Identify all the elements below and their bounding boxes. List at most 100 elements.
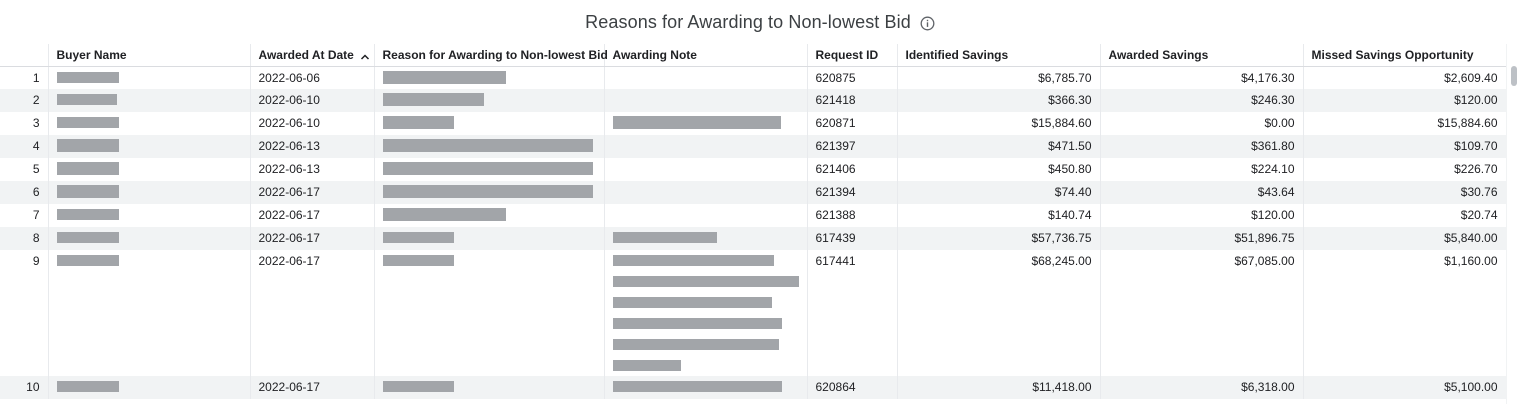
redacted-block (382, 162, 593, 175)
awarded-date-cell: 2022-06-17 (250, 227, 375, 250)
buyer-name-cell (48, 227, 251, 250)
awarded-date-cell: 2022-06-17 (250, 181, 375, 204)
redacted-block (382, 381, 454, 392)
redacted-block (56, 162, 119, 175)
awarding-note-cell (604, 227, 808, 250)
request-id-cell: 621397 (807, 135, 898, 158)
redacted-block (612, 339, 779, 350)
awarded-savings-cell: $361.80 (1100, 135, 1304, 158)
reason-cell (374, 227, 605, 250)
reason-cell (374, 158, 605, 181)
redacted-block (382, 232, 454, 243)
page-title: Reasons for Awarding to Non-lowest Bid (585, 11, 911, 32)
missed-savings-cell: $109.70 (1303, 135, 1506, 158)
awarded-date-cell: 2022-06-10 (250, 112, 375, 135)
table-row: 6 2022-06-17 621394 $74.40 $43.64 $30.76 (0, 181, 1506, 204)
row-index: 3 (0, 112, 49, 135)
missed-savings-cell: $30.76 (1303, 181, 1506, 204)
redacted-block (612, 318, 782, 329)
column-header-label: Reason for Awarding to Non-lowest Bid (382, 47, 608, 62)
buyer-name-cell (48, 376, 251, 399)
redacted-block (56, 185, 119, 198)
column-header-label: Awarding Note (612, 47, 697, 62)
redacted-block (382, 255, 454, 266)
redacted-block (56, 71, 119, 83)
identified-savings-cell: $471.50 (897, 135, 1101, 158)
chart-header: Reasons for Awarding to Non-lowest Bid (0, 0, 1520, 44)
buyer-name-cell (48, 89, 251, 112)
awarding-note-cell (604, 112, 808, 135)
reason-cell (374, 204, 605, 227)
column-header-identified-savings[interactable]: Identified Savings (897, 44, 1101, 67)
request-id-cell: 617441 (807, 250, 898, 376)
awarding-note-cell (604, 204, 808, 227)
column-header-missed-savings[interactable]: Missed Savings Opportunity (1303, 44, 1506, 67)
data-table: Buyer Name Awarded At Date Reason for Aw… (0, 44, 1506, 404)
table-row: 3 2022-06-10 620871 $15,884.60 $0.00 $15… (0, 112, 1506, 135)
awarded-date-cell: 2022-06-10 (250, 89, 375, 112)
missed-savings-cell: $5,840.00 (1303, 227, 1506, 250)
row-index: 8 (0, 227, 49, 250)
identified-savings-cell: $57,736.75 (897, 227, 1101, 250)
missed-savings-cell: $226.70 (1303, 158, 1506, 181)
redacted-block (612, 360, 681, 371)
redacted-block (382, 185, 593, 198)
identified-savings-cell: $6,785.70 (897, 66, 1101, 89)
redacted-block (56, 381, 119, 392)
missed-savings-cell: $1,160.00 (1303, 250, 1506, 376)
vertical-scrollbar[interactable] (1506, 44, 1520, 404)
awarded-date-cell: 2022-06-13 (250, 158, 375, 181)
redacted-block (382, 208, 506, 221)
column-header-awarding-note[interactable]: Awarding Note (604, 44, 808, 67)
row-index: 5 (0, 158, 49, 181)
reason-cell (374, 181, 605, 204)
column-header-label: Awarded Savings (1108, 47, 1209, 62)
awarded-savings-cell: $43.64 (1100, 181, 1304, 204)
column-header-label: Identified Savings (905, 47, 1009, 62)
reason-cell (374, 66, 605, 89)
reason-cell (374, 250, 605, 376)
reason-cell (374, 112, 605, 135)
redacted-block (382, 139, 593, 152)
awarded-savings-cell: $0.00 (1100, 112, 1304, 135)
column-header-awarded-at-date[interactable]: Awarded At Date (250, 44, 375, 67)
buyer-name-cell (48, 204, 251, 227)
identified-savings-cell: $140.74 (897, 204, 1101, 227)
table-row: 8 2022-06-17 617439 $57,736.75 $51,896.7… (0, 227, 1506, 250)
column-header-awarded-savings[interactable]: Awarded Savings (1100, 44, 1304, 67)
request-id-cell: 621406 (807, 158, 898, 181)
request-id-cell: 620875 (807, 66, 898, 89)
column-header-request-id[interactable]: Request ID (807, 44, 898, 67)
awarding-note-cell (604, 89, 808, 112)
header-row: Buyer Name Awarded At Date Reason for Aw… (0, 44, 1506, 67)
identified-savings-cell: $15,884.60 (897, 112, 1101, 135)
awarded-date-cell: 2022-06-17 (250, 376, 375, 399)
sort-ascending-icon[interactable] (360, 51, 370, 61)
awarded-savings-cell: $51,896.75 (1100, 227, 1304, 250)
reason-cell (374, 135, 605, 158)
redacted-block (612, 297, 772, 308)
redacted-block (612, 116, 781, 129)
awarded-date-cell: 2022-06-17 (250, 250, 375, 376)
column-header-reason[interactable]: Reason for Awarding to Non-lowest Bid (374, 44, 608, 67)
redacted-block (382, 93, 484, 106)
column-header-label: Buyer Name (56, 47, 127, 62)
redacted-block (56, 255, 119, 266)
identified-savings-cell: $74.40 (897, 181, 1101, 204)
buyer-name-cell (48, 135, 251, 158)
table-row: 7 2022-06-17 621388 $140.74 $120.00 $20.… (0, 204, 1506, 227)
scrollbar-thumb[interactable] (1511, 66, 1517, 86)
column-header-buyer-name[interactable]: Buyer Name (48, 44, 251, 67)
redacted-block (56, 209, 119, 220)
missed-savings-cell: $15,884.60 (1303, 112, 1506, 135)
row-index: 2 (0, 89, 49, 112)
redacted-block (56, 232, 119, 243)
row-index: 1 (0, 66, 49, 89)
buyer-name-cell (48, 250, 251, 376)
table-row: 4 2022-06-13 621397 $471.50 $361.80 $109… (0, 135, 1506, 158)
info-icon[interactable] (920, 16, 935, 31)
column-header-index (0, 44, 49, 67)
row-index: 9 (0, 250, 49, 376)
missed-savings-cell: $120.00 (1303, 89, 1506, 112)
missed-savings-cell: $5,100.00 (1303, 376, 1506, 399)
